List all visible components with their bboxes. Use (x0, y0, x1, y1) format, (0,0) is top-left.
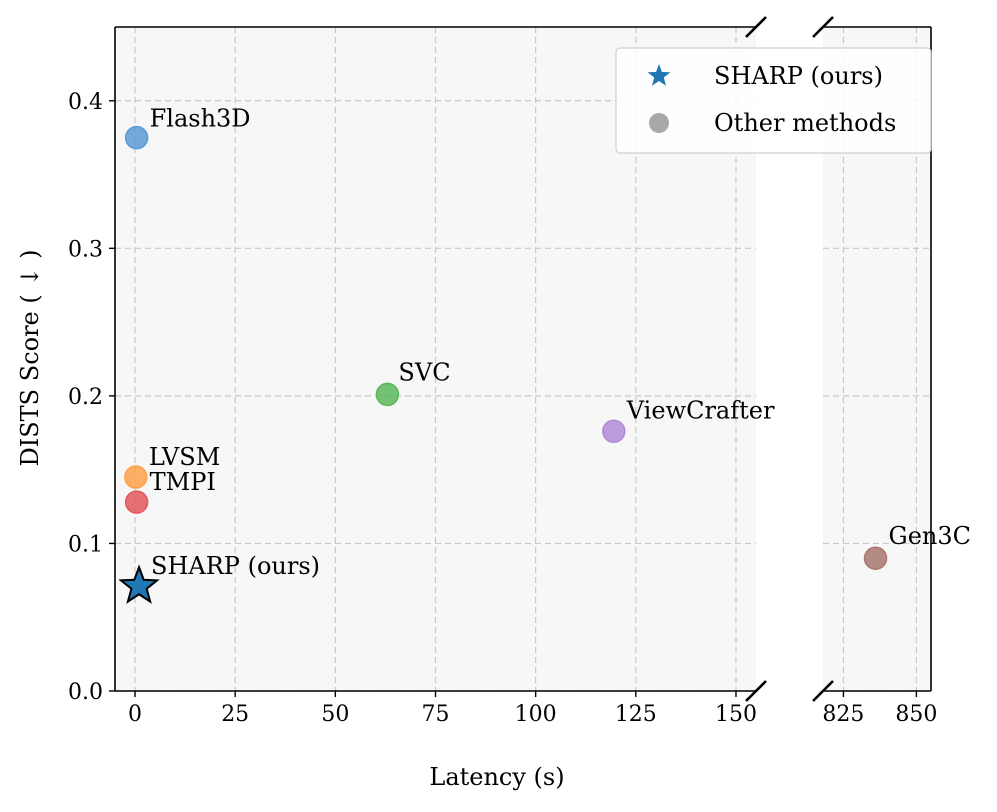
legend: SHARP (ours) Other methods (615, 47, 932, 154)
y-tick-label: 0.3 (68, 237, 103, 262)
point-svc (375, 382, 400, 407)
x-tick-label: 25 (221, 702, 249, 727)
point-sharp-ours (118, 564, 160, 604)
legend-label-sharp: SHARP (ours) (714, 62, 883, 90)
label-viewcrafter: ViewCrafter (626, 396, 775, 424)
x-tick-label: 50 (321, 702, 349, 727)
point-gen3c (863, 546, 888, 570)
legend-label-other: Other methods (714, 109, 896, 137)
point-flash3d (124, 125, 149, 150)
x-tick-label: 850 (895, 702, 937, 727)
y-tick-label: 0.1 (68, 532, 103, 557)
x-tick-label: 825 (822, 702, 864, 727)
y-tick-label: 0.2 (68, 385, 103, 410)
x-tick-label: 125 (615, 702, 657, 727)
y-tick-label: 0.0 (68, 680, 103, 705)
legend-circle-icon (649, 113, 669, 133)
ticks: 0 25 50 75 100 125 150 825 850 0.0 0.1 0.2 0.3 0.4 (68, 90, 937, 727)
x-tick-label: 100 (515, 702, 557, 727)
x-tick-label: 0 (128, 702, 142, 727)
point-viewcrafter (602, 419, 626, 444)
label-tmpi: TMPI (150, 468, 216, 496)
data-points (118, 125, 888, 604)
label-sharp-ours: SHARP (ours) (151, 552, 320, 580)
y-tick-label: 0.4 (68, 90, 103, 115)
axis-break-mark (812, 16, 834, 38)
point-lvsm (124, 465, 148, 489)
axis-break-mark (745, 16, 767, 38)
label-flash3d: Flash3D (150, 105, 251, 133)
label-gen3c: Gen3C (889, 522, 971, 550)
x-tick-label: 150 (715, 702, 757, 727)
x-axis-label: Latency (s) (429, 763, 564, 791)
label-lvsm: LVSM (149, 443, 220, 471)
legend-star-icon (647, 64, 671, 86)
point-tmpi (124, 490, 149, 514)
x-tick-label: 75 (422, 702, 450, 727)
y-axis-label: DISTS Score ( ↓ ) (16, 250, 44, 467)
legend-box (615, 47, 932, 154)
axis-break-mark (745, 680, 767, 702)
label-svc: SVC (398, 358, 450, 386)
axis-break-mark (812, 680, 834, 702)
